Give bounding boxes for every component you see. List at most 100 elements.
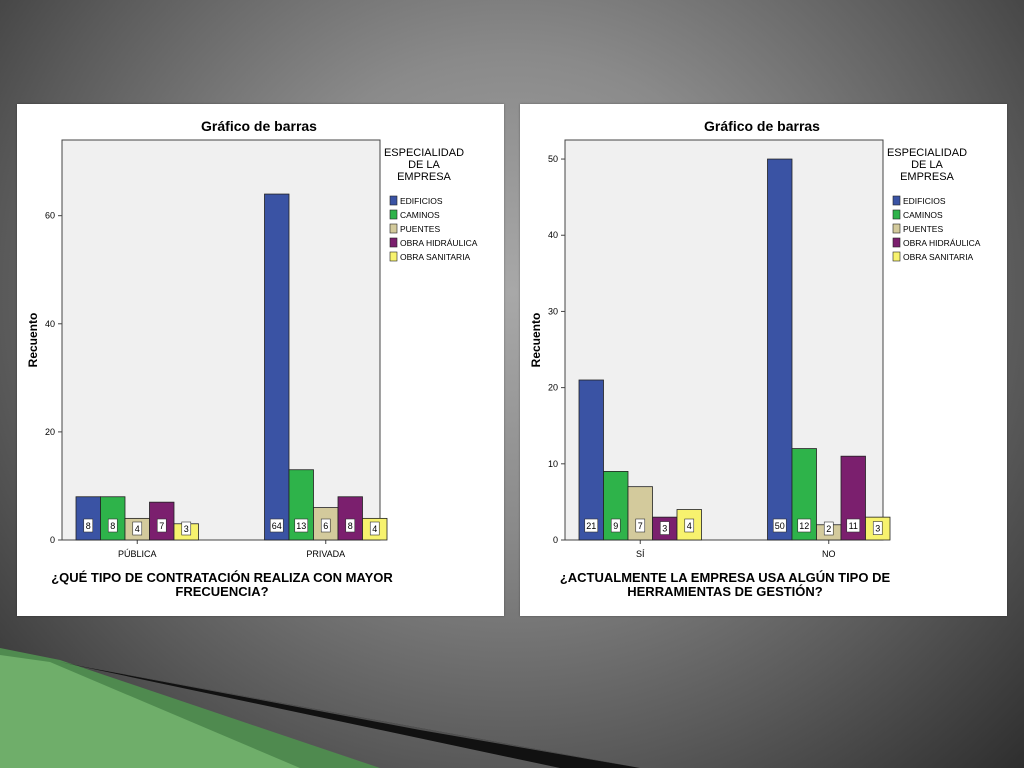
data-label-box <box>610 518 621 533</box>
legend-swatch <box>892 237 901 248</box>
legend-swatch <box>892 195 901 206</box>
data-label: 9 <box>613 521 618 531</box>
bar-chart-contratacion: Gráfico de barras 0 20 40 60 Recuento PÚBLICA 8… <box>26 118 478 599</box>
data-label: 4 <box>687 521 692 531</box>
data-label: 3 <box>875 524 880 534</box>
legend-label: PUENTES <box>400 224 440 234</box>
data-label: 3 <box>184 524 189 534</box>
data-label-box <box>797 518 812 533</box>
data-label-box <box>635 518 646 533</box>
chart-title: Gráfico de barras <box>201 118 317 134</box>
y-tick-label: 50 <box>548 154 558 164</box>
legend-swatch <box>389 237 398 248</box>
data-label: 4 <box>135 524 140 534</box>
data-label-box <box>269 518 284 533</box>
data-label: 4 <box>372 524 377 534</box>
legend-label: CAMINOS <box>903 210 943 220</box>
data-label: 8 <box>110 521 115 531</box>
legend-swatch <box>389 209 398 220</box>
legend-label: OBRA SANITARIA <box>400 252 471 262</box>
y-tick-label: 30 <box>548 306 558 316</box>
legend-title: DE LA <box>408 159 440 171</box>
bar <box>337 496 363 541</box>
legend-label: OBRA HIDRÁULICA <box>400 238 478 248</box>
data-label: 3 <box>662 524 667 534</box>
bar <box>578 379 604 541</box>
data-label-box <box>345 518 356 533</box>
bar <box>100 496 126 541</box>
x-axis-title: HERRAMIENTAS DE GESTIÓN? <box>627 584 823 599</box>
legend-title: ESPECIALIDAD <box>887 147 967 159</box>
x-tick-label: PRIVADA <box>306 549 345 559</box>
bar <box>767 158 793 541</box>
y-tick-label: 40 <box>45 319 55 329</box>
y-axis-title: Recuento <box>529 313 543 368</box>
legend-swatch <box>892 223 901 234</box>
data-label-box <box>83 518 94 533</box>
data-label-box <box>369 521 380 536</box>
data-label: 6 <box>323 521 328 531</box>
legend-swatch <box>892 251 901 262</box>
data-label-box <box>772 518 787 533</box>
data-label: 2 <box>826 524 831 534</box>
legend-label: OBRA HIDRÁULICA <box>903 238 981 248</box>
data-label: 7 <box>159 521 164 531</box>
data-label-box <box>846 518 861 533</box>
y-tick-label: 60 <box>45 211 55 221</box>
data-label-box <box>132 521 143 536</box>
data-label: 11 <box>849 521 858 531</box>
y-tick-label: 20 <box>45 427 55 437</box>
data-label: 50 <box>775 521 785 531</box>
data-label-box <box>659 521 670 535</box>
x-axis-title: FRECUENCIA? <box>175 584 268 599</box>
data-label-box <box>294 518 309 533</box>
legend-swatch <box>389 195 398 206</box>
data-label: 64 <box>272 521 282 531</box>
data-label-box <box>684 518 695 533</box>
chart-panel-herramientas: Gráfico de barras 0 10 20 30 40 50 Recuento SÍ 21… <box>520 104 1007 616</box>
y-tick-label: 0 <box>553 535 558 545</box>
data-label-box <box>872 521 883 535</box>
legend-title: DE LA <box>911 159 943 171</box>
x-tick-label: NO <box>822 549 836 559</box>
y-tick-label: 20 <box>548 383 558 393</box>
legend-label: EDIFICIOS <box>903 196 946 206</box>
data-label-box <box>156 518 167 533</box>
legend-swatch <box>389 251 398 262</box>
y-tick-label: 40 <box>548 230 558 240</box>
data-label-box <box>181 521 192 536</box>
bar <box>264 193 290 541</box>
x-axis-title: ¿QUÉ TIPO DE CONTRATACIÓN REALIZA CON MA… <box>51 570 393 585</box>
legend-title: ESPECIALIDAD <box>384 147 464 159</box>
bar-chart-herramientas: Gráfico de barras01020304050RecuentoSÍ21… <box>529 118 981 599</box>
legend-label: CAMINOS <box>400 210 440 220</box>
data-label: 13 <box>296 521 306 531</box>
data-label: 12 <box>799 521 809 531</box>
y-tick-label: 0 <box>50 535 55 545</box>
plot-area <box>61 139 381 541</box>
legend-label: PUENTES <box>903 224 943 234</box>
data-label: 8 <box>348 521 353 531</box>
chart-panel-contratacion: Gráfico de barras 0 20 40 60 Recuento PÚBLICA 8… <box>17 104 504 616</box>
x-axis-title: ¿ACTUALMENTE LA EMPRESA USA ALGÚN TIPO D… <box>560 570 891 585</box>
legend-label: EDIFICIOS <box>400 196 443 206</box>
slide-decoration <box>0 648 640 768</box>
data-label-box <box>584 518 599 533</box>
data-label-box <box>823 521 834 536</box>
y-axis-title: Recuento <box>26 313 40 368</box>
y-tick-label: 10 <box>548 459 558 469</box>
legend-swatch <box>892 209 901 220</box>
data-label: 7 <box>638 521 643 531</box>
chart-title: Gráfico de barras <box>704 118 820 134</box>
legend-label: OBRA SANITARIA <box>903 252 974 262</box>
legend-title: EMPRESA <box>900 171 954 183</box>
bar <box>75 496 101 541</box>
data-label: 8 <box>86 521 91 531</box>
x-tick-label: PÚBLICA <box>118 549 157 559</box>
legend-title: EMPRESA <box>397 171 451 183</box>
data-label-box <box>107 518 118 533</box>
data-label: 21 <box>586 521 596 531</box>
data-label-box <box>320 518 331 533</box>
legend-swatch <box>389 223 398 234</box>
x-tick-label: SÍ <box>636 549 645 559</box>
